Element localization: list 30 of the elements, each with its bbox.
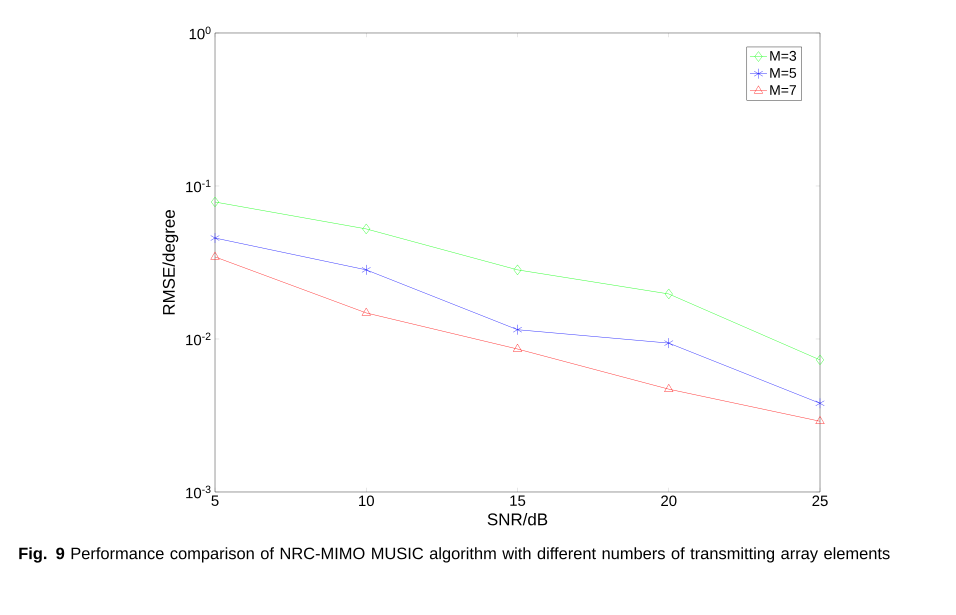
y-tick-label: 10$^{-3}$ [186,486,211,498]
y-axis-title: RMSE/degree [162,210,178,314]
point [210,232,220,244]
point [815,398,825,408]
point [210,252,220,260]
legend-label: M=3 [770,50,796,61]
point [664,384,674,392]
point [816,354,824,366]
point [362,264,371,276]
x-axis-title: SNR/dB [488,512,548,526]
point [815,416,825,424]
text: Fig. 9 Performance comparison of NRC-MIMO MUSIC algorithm with different numbers of transmitting array elements [19,547,890,563]
x-tick-label: 10 [359,496,374,506]
x-tick-label: 25 [812,496,828,506]
legend-label: M=5 [770,68,796,78]
point [362,308,371,316]
x-tick-label: 20 [661,496,676,506]
point [512,344,522,352]
x-tick-label: 5 [211,496,219,506]
point [211,196,219,208]
x-tick-label: 15 [510,496,526,506]
y-tick-label: 10$^{-2}$ [186,332,210,346]
y-tick-label: 10$^{-1}$ [186,180,210,192]
point [512,324,522,335]
legend-label: M=7 [770,85,796,95]
y-tick-label: 10$^{0}$ [190,26,211,40]
point [514,264,522,276]
point [664,288,673,300]
point [362,224,370,234]
point [664,338,674,348]
